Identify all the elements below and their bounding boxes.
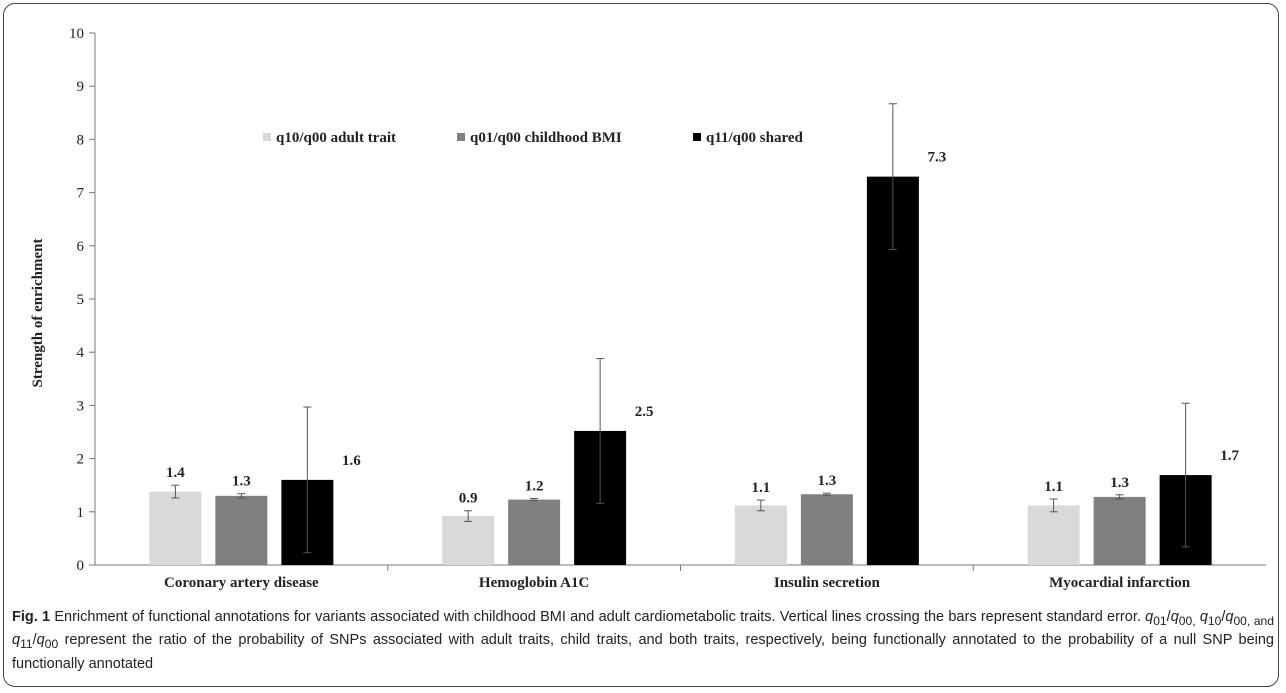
- y-tick-label: 9: [77, 79, 85, 95]
- bar: [215, 495, 268, 565]
- figure-label: Fig. 1: [12, 609, 51, 625]
- y-tick-label: 1: [77, 505, 85, 521]
- legend-label: q01/q00 childhood BMI: [470, 130, 622, 146]
- bar: [508, 499, 561, 565]
- bar: [1027, 505, 1080, 565]
- x-category-label: Insulin secretion: [774, 575, 881, 591]
- y-tick-label: 6: [77, 239, 85, 255]
- data-label: 2.5: [635, 404, 654, 420]
- bar: [734, 505, 787, 565]
- legend-label: q11/q00 shared: [706, 130, 803, 146]
- y-tick-label: 2: [77, 452, 85, 468]
- data-label: 0.9: [459, 491, 478, 507]
- legend-label: q10/q00 adult trait: [276, 130, 396, 146]
- legend-swatch: [457, 133, 465, 141]
- y-tick-label: 10: [69, 26, 84, 42]
- bar: [800, 494, 853, 565]
- data-label: 1.1: [1044, 479, 1063, 495]
- y-tick-label: 8: [77, 132, 85, 148]
- data-label: 1.6: [342, 453, 361, 469]
- y-tick-label: 3: [77, 398, 85, 414]
- y-tick-label: 4: [77, 345, 85, 361]
- x-category-label: Coronary artery disease: [164, 575, 319, 591]
- data-label: 7.3: [928, 150, 947, 166]
- bar-chart: 0 1 2 3 4 5 6 7 8 9 10 Coronary artery disease Hemo…: [30, 26, 1266, 591]
- figure-caption: Fig. 1 Enrichment of functional annotati…: [12, 609, 1274, 672]
- figure-frame: [3, 3, 1279, 687]
- legend-swatch: [263, 133, 271, 141]
- bar: [1093, 496, 1146, 565]
- data-label: 1.3: [232, 474, 251, 490]
- data-label: 1.4: [166, 465, 185, 481]
- legend-swatch: [693, 133, 701, 141]
- bar: [149, 491, 202, 565]
- y-axis: 0 1 2 3 4 5 6 7 8 9 10: [69, 26, 96, 574]
- data-label: 1.3: [1110, 475, 1129, 491]
- y-tick-label: 0: [77, 558, 85, 574]
- data-label: 1.2: [525, 479, 544, 495]
- y-tick-label: 7: [77, 186, 85, 202]
- y-axis-label: Strength of enrichment: [30, 239, 46, 388]
- data-label: 1.1: [752, 480, 771, 496]
- y-tick-label: 5: [77, 292, 85, 308]
- data-label: 1.7: [1220, 448, 1239, 464]
- x-category-label: Myocardial infarction: [1049, 575, 1191, 591]
- bars: 1.4 1.3 1.6 0.9 1.2 2.5 1.1 1.3 7.3 1.1 1.3 1.7: [149, 103, 1240, 565]
- x-category-label: Hemoglobin A1C: [479, 575, 589, 591]
- x-axis: Coronary artery disease Hemoglobin A1C Ins…: [95, 564, 1266, 591]
- bar: [442, 516, 495, 565]
- legend: q10/q00 adult trait q01/q00 childhood BMI…: [263, 130, 803, 146]
- data-label: 1.3: [818, 473, 837, 489]
